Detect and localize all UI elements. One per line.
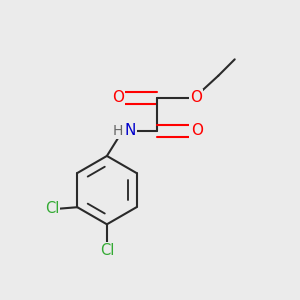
Text: O: O [191, 123, 203, 138]
Text: Cl: Cl [100, 243, 114, 258]
Text: O: O [190, 91, 202, 106]
Text: Cl: Cl [45, 201, 59, 216]
Text: O: O [112, 91, 124, 106]
Text: N: N [124, 123, 136, 138]
Text: H: H [113, 124, 123, 138]
